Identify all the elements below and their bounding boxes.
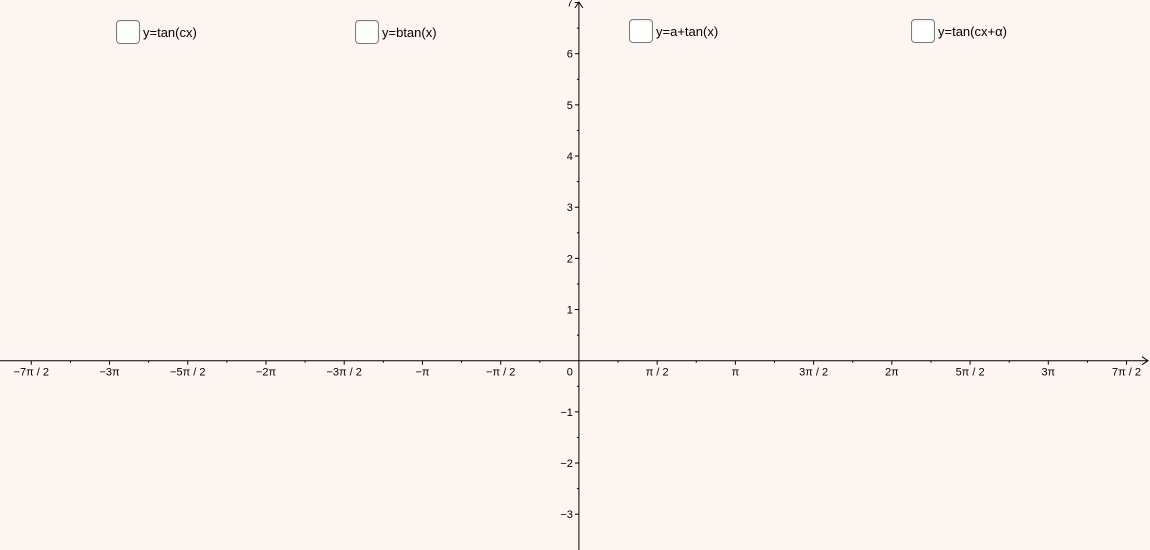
x-tick-label: 7π / 2 (1112, 367, 1141, 379)
x-tick-label: −3π (99, 367, 120, 379)
y-tick-label: 6 (567, 49, 573, 61)
x-tick-label: −2π (256, 367, 277, 379)
y-axis-ticks: 7 6 5 4 3 2 1 −1 −2 −3 (560, 0, 579, 521)
checkbox-a-plus-tan-x[interactable]: y=a+tan(x) (629, 19, 718, 43)
y-tick-label: −3 (560, 509, 573, 521)
x-tick-label: 5π / 2 (956, 367, 985, 379)
checkbox-label-tan-cx-plus-alpha: y=tan(cx+α) (938, 23, 1007, 39)
x-tick-label: −7π / 2 (14, 367, 49, 379)
x-tick-label: 2π (885, 367, 899, 379)
checkbox-tan-cx-plus-alpha[interactable]: y=tan(cx+α) (911, 19, 1007, 43)
y-tick-label: −1 (560, 407, 573, 419)
checkbox-box[interactable] (911, 19, 935, 43)
checkbox-label-tan-cx: y=tan(cx) (143, 24, 197, 40)
origin-label: 0 (567, 367, 573, 379)
y-tick-label: 5 (567, 100, 573, 112)
y-tick-label: −2 (560, 458, 573, 470)
x-axis-arrow (1141, 356, 1149, 366)
x-tick-label: −π (415, 367, 429, 379)
checkbox-box[interactable] (355, 20, 379, 44)
checkbox-label-btan-x: y=btan(x) (382, 24, 437, 40)
checkbox-label-a-plus-tan-x: y=a+tan(x) (656, 23, 719, 39)
checkbox-box[interactable] (116, 20, 140, 44)
y-tick-label: 2 (567, 253, 573, 265)
x-tick-label: 3π (1041, 367, 1055, 379)
y-tick-label: 3 (567, 202, 573, 214)
y-axis-arrow (574, 1, 584, 9)
x-tick-label: π / 2 (646, 367, 669, 379)
x-tick-label: 3π / 2 (799, 367, 828, 379)
y-tick-label: 7 (567, 0, 573, 10)
checkbox-box[interactable] (629, 19, 653, 43)
y-tick-label: 4 (567, 151, 573, 163)
x-axis-ticks: −7π / 2 −3π −5π / 2 −2π −3π / 2 −π −π / 2 π / 2… (14, 360, 1141, 379)
x-tick-label: −3π / 2 (327, 367, 362, 379)
x-tick-label: −5π / 2 (170, 367, 205, 379)
x-tick-label: π (732, 367, 740, 379)
checkbox-btan-x[interactable]: y=btan(x) (355, 20, 437, 44)
y-tick-label: 1 (567, 305, 573, 317)
x-tick-label: −π / 2 (486, 367, 515, 379)
checkbox-tan-cx[interactable]: y=tan(cx) (116, 20, 197, 44)
